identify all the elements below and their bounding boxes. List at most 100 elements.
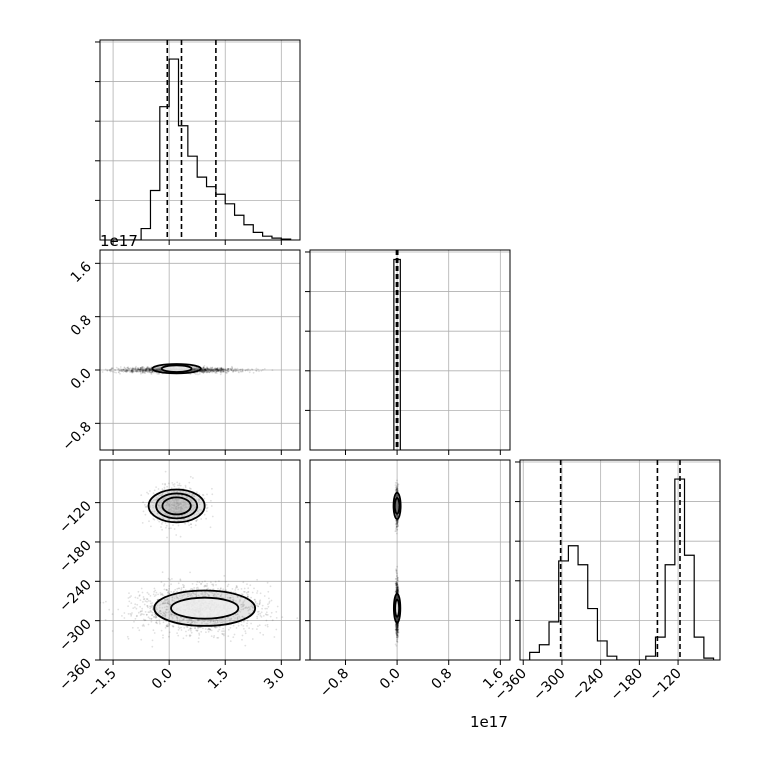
point	[207, 368, 210, 371]
point	[212, 594, 215, 597]
point	[203, 623, 206, 625]
point	[396, 519, 399, 522]
point	[188, 618, 191, 621]
point	[164, 512, 166, 515]
point	[179, 502, 181, 504]
point	[232, 369, 235, 372]
point	[189, 475, 192, 478]
point	[119, 368, 121, 370]
point	[238, 600, 241, 603]
point	[166, 500, 169, 503]
point	[135, 369, 138, 372]
point	[140, 366, 143, 368]
point	[184, 518, 187, 521]
point	[204, 368, 207, 370]
point	[396, 628, 398, 631]
point	[119, 372, 121, 375]
point	[396, 500, 399, 502]
point	[138, 368, 141, 371]
point	[211, 623, 214, 626]
point	[153, 489, 156, 492]
point	[163, 488, 166, 491]
point	[158, 606, 161, 609]
point	[395, 508, 398, 511]
point	[234, 369, 237, 372]
point	[236, 596, 239, 598]
point	[150, 371, 153, 374]
point	[218, 368, 221, 370]
point	[161, 607, 164, 609]
point	[164, 611, 167, 614]
point	[296, 617, 299, 619]
point	[395, 514, 398, 517]
point	[186, 621, 189, 624]
point	[221, 618, 224, 620]
point	[136, 614, 138, 617]
axes-frame	[99, 249, 301, 451]
point	[396, 515, 399, 517]
point	[168, 592, 171, 595]
point	[214, 370, 217, 373]
point	[219, 369, 222, 371]
point	[396, 494, 398, 497]
point	[223, 620, 226, 623]
point	[154, 371, 156, 374]
point	[150, 610, 153, 613]
point	[395, 503, 398, 506]
point	[222, 370, 224, 373]
point	[183, 506, 185, 508]
point	[142, 368, 144, 371]
point	[158, 368, 161, 371]
point	[179, 484, 182, 487]
point	[173, 510, 176, 513]
point	[395, 505, 398, 507]
point	[172, 506, 175, 509]
point	[176, 620, 179, 622]
point	[191, 501, 194, 504]
point	[190, 509, 193, 512]
point	[195, 366, 198, 369]
point	[142, 623, 145, 626]
point	[231, 598, 234, 601]
point	[195, 587, 198, 589]
point	[130, 370, 133, 372]
point	[194, 506, 197, 508]
point	[142, 369, 144, 371]
point	[213, 595, 216, 598]
point	[396, 523, 398, 526]
point	[164, 470, 167, 473]
point	[148, 369, 151, 372]
point	[146, 366, 149, 368]
point	[221, 368, 223, 371]
point	[117, 368, 120, 370]
point	[396, 506, 399, 508]
point	[192, 368, 195, 371]
point	[233, 369, 235, 372]
point	[225, 618, 227, 620]
point	[127, 369, 130, 372]
point	[160, 581, 163, 583]
point	[204, 628, 207, 630]
point	[197, 498, 200, 501]
point	[132, 368, 135, 370]
point	[155, 594, 157, 596]
point	[180, 506, 182, 509]
point	[191, 588, 194, 590]
point	[140, 372, 142, 375]
point	[186, 518, 189, 521]
point	[206, 371, 208, 374]
point	[396, 514, 399, 517]
point	[222, 370, 225, 373]
point	[396, 505, 398, 508]
point	[202, 370, 204, 372]
ticks	[95, 41, 282, 245]
point	[205, 369, 208, 372]
point	[396, 624, 399, 627]
point	[210, 368, 213, 371]
point	[222, 630, 225, 633]
point	[229, 368, 232, 370]
point	[161, 523, 163, 525]
point	[200, 370, 203, 373]
point	[395, 502, 398, 505]
point	[166, 485, 168, 488]
